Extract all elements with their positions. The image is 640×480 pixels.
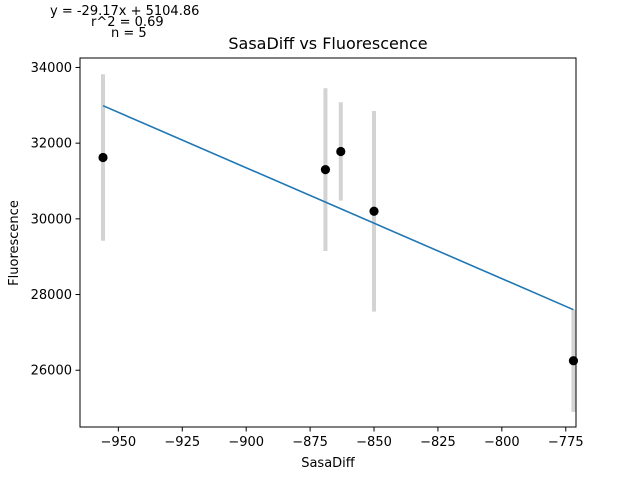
data-point-0 [98, 152, 108, 163]
chart-title: SasaDiff vs Fluorescence [228, 34, 427, 53]
error-bars [101, 74, 576, 412]
x-tick-label-3: −875 [292, 435, 328, 450]
x-axis-label: SasaDiff [301, 456, 356, 471]
data-points [98, 146, 579, 366]
fit-sample-count: n = 5 [111, 26, 147, 41]
x-axis-ticks: −950 −925 −900 −875 −850 −825 −800 −775 [100, 427, 584, 450]
x-tick-label-7: −775 [548, 435, 584, 450]
x-tick-label-0: −950 [100, 435, 136, 450]
x-tick-label-5: −825 [420, 435, 456, 450]
data-point-4 [568, 356, 579, 366]
y-tick-label-2: 30000 [31, 212, 72, 227]
y-axis-label: Fluorescence [7, 200, 22, 286]
y-tick-label-1: 28000 [31, 288, 72, 303]
y-axis-ticks: 26000 28000 30000 32000 34000 [31, 61, 80, 379]
y-tick-label-4: 34000 [31, 61, 72, 76]
x-tick-label-4: −850 [356, 435, 392, 450]
fit-line-group [102, 104, 574, 311]
data-point-1 [320, 165, 331, 175]
regression-line [102, 104, 574, 311]
plot-frame [79, 57, 577, 428]
y-tick-label-0: 26000 [31, 364, 72, 379]
fit-equation: y = -29.17x + 5104.86 [50, 4, 200, 19]
x-tick-label-1: −925 [164, 435, 200, 450]
x-tick-label-6: −800 [484, 435, 520, 450]
fit-r-squared: r^2 = 0.69 [91, 15, 164, 30]
data-point-3 [369, 206, 379, 216]
y-tick-label-3: 32000 [31, 137, 72, 152]
x-tick-label-2: −900 [228, 435, 264, 450]
data-point-2 [336, 146, 346, 157]
